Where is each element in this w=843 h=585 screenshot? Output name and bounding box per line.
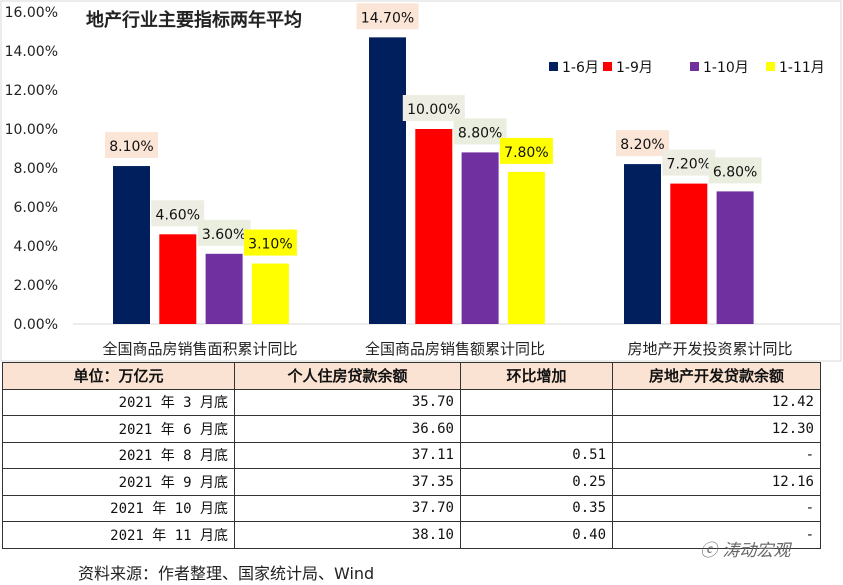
table-row: 2021 年 9 月底 37.35 0.25 12.16 [2, 468, 821, 496]
legend-swatch [603, 62, 612, 71]
table-cell: 2021 年 11 月底 [2, 521, 235, 549]
table-row: 2021 年 10 月底 37.70 0.35- [2, 494, 821, 522]
table-cell: 12.30 [612, 415, 821, 443]
column-header: 单位：万亿元 [2, 362, 235, 390]
table-row: 2021 年 3 月底 35.70 12.42 [2, 388, 821, 416]
source-note: 资料来源：作者整理、国家统计局、Wind [78, 564, 375, 583]
y-tick-label: 12.00% [5, 83, 58, 99]
column-header: 环比增加 [460, 362, 613, 390]
data-label: 3.60% [202, 227, 246, 243]
bar-1-10月 [461, 152, 499, 324]
table-cell: 12.42 [612, 388, 821, 416]
watermark: ⓒ 涛动宏观 [700, 536, 790, 561]
table-row: 2021 年 8 月底 37.11 0.51- [2, 441, 821, 469]
data-label: 7.80% [504, 145, 548, 161]
table-header-row: 单位：万亿元 个人住房贷款余额 环比增加 房地产开发贷款余额 [2, 362, 821, 390]
x-category-label: 房地产开发投资累计同比 [627, 340, 792, 358]
bar-1-9月 [415, 129, 453, 324]
table-cell [460, 388, 613, 416]
table-cell: 0.51 [460, 441, 613, 469]
y-tick-label: 6.00% [14, 200, 58, 216]
data-label-bg [197, 219, 251, 246]
table-cell: - [612, 521, 821, 549]
x-category-label: 全国商品房销售面积累计同比 [102, 340, 297, 358]
data-label: 6.80% [713, 164, 757, 180]
data-label-bg [356, 3, 419, 30]
table-cell: 36.60 [234, 415, 461, 443]
table-cell: 0.35 [460, 494, 613, 522]
bar-1-10月 [716, 191, 754, 324]
data-label: 8.20% [620, 137, 664, 153]
y-tick-label: 14.00% [5, 44, 58, 60]
legend-label: 1-6月 [562, 60, 599, 76]
table-row: 2021 年 11 月底 38.10 0.40- [2, 521, 821, 549]
y-tick-label: 4.00% [14, 239, 58, 255]
bar-1-11月 [251, 263, 289, 324]
data-label: 8.10% [109, 139, 153, 155]
bar-1-6月 [624, 164, 661, 324]
legend-label: 1-9月 [616, 60, 653, 76]
y-tick-label: 2.00% [14, 278, 58, 294]
x-category-label: 全国商品房销售额累计同比 [365, 340, 545, 358]
chart-title: 地产行业主要指标两年平均 [86, 9, 302, 31]
wechat-icon: ⓒ [700, 541, 723, 561]
table-cell: 2021 年 3 月底 [2, 388, 235, 416]
y-tick-label: 8.00% [14, 161, 58, 177]
data-label-bg [105, 132, 158, 159]
data-label-bg [662, 149, 716, 176]
table-cell: 38.10 [234, 521, 461, 549]
legend-label: 1-11月 [779, 60, 825, 76]
loan-table: 单位：万亿元 个人住房贷款余额 环比增加 房地产开发贷款余额 2021 年 3 月底 3… [2, 362, 821, 549]
table-cell [460, 415, 613, 443]
table-cell: 35.70 [234, 388, 461, 416]
table-cell: 2021 年 6 月底 [2, 415, 235, 443]
table-cell: 37.70 [234, 494, 461, 522]
bar-1-10月 [205, 253, 243, 324]
data-label-bg [616, 130, 669, 157]
bar-1-9月 [670, 183, 708, 324]
data-label: 7.20% [667, 157, 711, 173]
table-row: 2021 年 6 月底 36.60 12.30 [2, 415, 821, 443]
column-header: 个人住房贷款余额 [234, 362, 461, 390]
table-cell: 12.16 [612, 468, 821, 496]
y-tick-label: 10.00% [5, 122, 58, 138]
legend-swatch [766, 62, 775, 71]
data-label: 14.70% [361, 10, 414, 26]
data-label: 10.00% [407, 102, 460, 118]
table-cell: 0.40 [460, 521, 613, 549]
bar-1-6月 [113, 166, 150, 324]
chart-border [0, 0, 842, 362]
table-cell: 2021 年 8 月底 [2, 441, 235, 469]
watermark-text: 涛动宏观 [722, 541, 791, 561]
column-header: 房地产开发贷款余额 [612, 362, 821, 390]
y-tick-label: 0.00% [14, 317, 58, 333]
data-label-bg [453, 118, 507, 145]
data-label: 3.10% [248, 237, 292, 253]
data-label-bg [243, 229, 297, 256]
y-tick-label: 16.00% [5, 5, 58, 21]
bar-1-11月 [507, 171, 545, 324]
table-cell: - [612, 441, 821, 469]
bar-1-9月 [159, 234, 197, 324]
table-cell: 0.25 [460, 468, 613, 496]
bar-1-6月 [369, 37, 406, 324]
data-label-bg [151, 200, 205, 227]
bar-chart: 0.00% 2.00% 4.00% 6.00% 8.00% 10.00% 12.00% 14.… [0, 0, 842, 362]
data-label: 8.80% [458, 125, 502, 141]
table-cell: - [612, 494, 821, 522]
table-cell: 37.35 [234, 468, 461, 496]
legend-swatch [549, 62, 558, 71]
data-label-bg [708, 157, 762, 184]
legend-swatch [690, 62, 699, 71]
data-label-bg [402, 95, 465, 121]
table-cell: 2021 年 10 月底 [2, 494, 235, 522]
legend-label: 1-10月 [703, 60, 749, 76]
data-label: 4.60% [156, 207, 200, 223]
data-label-bg [499, 137, 553, 164]
table-cell: 37.11 [234, 441, 461, 469]
table-cell: 2021 年 9 月底 [2, 468, 235, 496]
